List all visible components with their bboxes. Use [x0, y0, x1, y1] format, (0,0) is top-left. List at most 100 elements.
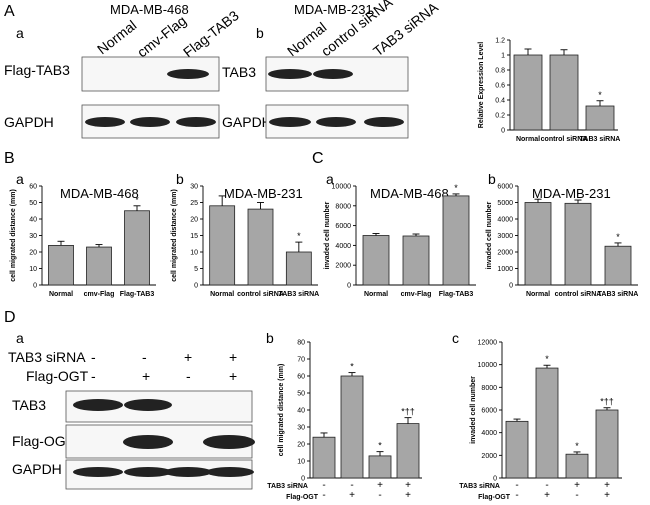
y-tick-label: 25 [190, 200, 198, 207]
treatment-sign: - [322, 480, 325, 491]
y-tick-label: 0 [509, 283, 513, 290]
panel-A-sub-b: b [256, 25, 264, 41]
sign: - [186, 368, 191, 384]
y-tick-label: 20 [297, 442, 305, 449]
y-tick-label: 6000 [497, 184, 513, 191]
y-tick-label: 5 [194, 266, 198, 273]
bar [585, 105, 615, 131]
chart-A-expression: 0 0.2 0.4 0.6 0.8 1 1.2 Relative Expression Lev… [478, 38, 620, 144]
bar [368, 455, 392, 479]
significance-marker: * [454, 183, 458, 193]
y-tick-label: 40 [297, 408, 305, 415]
x-tick-label: Normal [49, 291, 73, 298]
y-axis-label: invaded cell number [324, 201, 331, 269]
band [164, 467, 212, 477]
y-tick-label: 8000 [335, 203, 351, 210]
panel-C-sub-b: b [488, 171, 496, 187]
bar [362, 235, 390, 286]
sign: + [229, 368, 237, 384]
x-tick-label: Normal [526, 291, 550, 298]
band [124, 399, 172, 411]
blot-row-label: GAPDH [12, 461, 62, 477]
y-tick-label: 12000 [478, 340, 498, 347]
y-tick-label: 50 [297, 391, 305, 398]
chart-C-b-invasion: 0 1000 2000 3000 4000 5000 6000 invaded cell nu… [486, 184, 638, 299]
panel-C-sub-a: a [326, 171, 334, 187]
bar [442, 195, 470, 286]
y-tick-label: 4000 [497, 217, 513, 224]
y-tick-label: 60 [297, 374, 305, 381]
significance-marker: * [616, 232, 620, 242]
y-tick-label: 0.8 [495, 68, 505, 75]
chart-B-b-migration: 0 5 10 15 20 25 30 cell migrated distance (mm) N… [171, 184, 319, 299]
panel-D-letter: D [4, 309, 16, 326]
panel-D-sub-a: a [16, 330, 24, 346]
x-tick-label: TAB3 siRNA [598, 291, 639, 298]
blot-A-title-b: MDA-MB-231 [294, 2, 373, 17]
significance-marker: * [545, 354, 549, 364]
treatment-sign: + [405, 490, 411, 501]
significance-marker: *†† [600, 397, 614, 407]
bar [604, 245, 632, 286]
y-tick-label: 20 [190, 217, 198, 224]
x-tick-label: control siRNA [541, 136, 588, 143]
treatment-label: TAB3 siRNA [267, 483, 308, 490]
y-axis-label: Relative Expression Level [478, 42, 485, 128]
band [123, 435, 173, 449]
treatment-sign: - [378, 490, 381, 501]
x-tick-label: Normal [210, 291, 234, 298]
y-tick-label: 5000 [497, 200, 513, 207]
y-tick-label: 4000 [335, 243, 351, 250]
x-tick-label: cmv-Flag [84, 291, 115, 298]
band [364, 117, 404, 127]
panel-D-sub-b: b [266, 330, 274, 346]
y-tick-label: 0 [493, 476, 497, 483]
y-tick-label: 40 [29, 217, 37, 224]
treatment-sign: + [574, 480, 580, 491]
band [269, 117, 311, 127]
y-axis-label: invaded cell number [486, 201, 493, 269]
y-tick-label: 0 [301, 476, 305, 483]
treatment-sign: + [349, 490, 355, 501]
significance-marker: * [598, 90, 602, 100]
y-axis-label: cell migrated distance (mm) [278, 364, 285, 457]
y-tick-label: 30 [297, 425, 305, 432]
band [167, 69, 209, 79]
blot-row-label: TAB3 [222, 64, 256, 80]
y-tick-label: 0 [33, 283, 37, 290]
chart-title: MDA-MB-468 [370, 186, 449, 201]
bar [396, 423, 420, 479]
band [203, 435, 255, 449]
y-tick-label: 4000 [481, 430, 497, 437]
y-axis-label: cell migrated distance (mm) [10, 189, 17, 282]
chart-title: MDA-MB-231 [532, 186, 611, 201]
bar [209, 205, 236, 286]
significance-marker: * [575, 441, 579, 451]
x-tick-label: Flag-TAB3 [120, 291, 155, 298]
x-tick-label: control siRNA [555, 291, 602, 298]
y-tick-label: 0.6 [495, 83, 505, 90]
band [316, 117, 356, 127]
bar [312, 436, 336, 479]
y-tick-label: 15 [190, 233, 198, 240]
lane-label: Normal [94, 17, 139, 57]
y-tick-label: 30 [190, 184, 198, 191]
y-tick-label: 0.2 [495, 113, 505, 120]
lane-label: cmv-Flag [134, 12, 189, 60]
bar [565, 453, 589, 479]
blot-row-label: GAPDH [222, 114, 272, 130]
y-tick-label: 2000 [481, 453, 497, 460]
treatment-sign: - [575, 490, 578, 501]
y-tick-label: 10000 [478, 362, 498, 369]
bar [513, 54, 543, 131]
treatment-label: Flag-OGT [478, 494, 511, 501]
y-tick-label: 0 [347, 283, 351, 290]
x-tick-label: TAB3 siRNA [580, 136, 621, 143]
sign: - [91, 349, 96, 365]
band [85, 117, 125, 127]
band [206, 467, 254, 477]
y-tick-label: 10 [190, 250, 198, 257]
y-tick-label: 2000 [335, 263, 351, 270]
bar [535, 367, 559, 479]
y-tick-label: 20 [29, 250, 37, 257]
